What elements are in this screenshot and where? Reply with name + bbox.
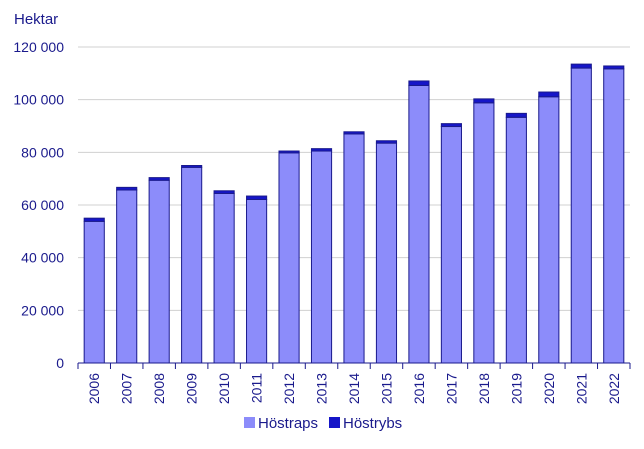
x-tick-label: 2009 <box>184 373 200 404</box>
bar-hostrybs-2014 <box>343 131 365 135</box>
legend: Höstraps Höstrybs <box>244 415 402 432</box>
bar-hostrybs-2011 <box>246 195 268 200</box>
bar-hostrybs-2006 <box>83 217 105 222</box>
bar-hostrybs-2013 <box>310 148 333 152</box>
legend-swatch-hostrybs <box>329 417 340 428</box>
y-tick-label: 0 <box>56 355 64 371</box>
legend-swatch-hostraps <box>244 417 255 428</box>
x-tick-label: 2017 <box>443 373 459 404</box>
bar-hostrybs-2021 <box>570 63 592 69</box>
bar-hostraps-2019 <box>505 116 527 364</box>
x-tick-label: 2010 <box>216 373 232 404</box>
bar-hostraps-2022 <box>603 68 625 364</box>
x-tick-label: 2011 <box>249 373 265 403</box>
bar-hostrybs-2008 <box>148 177 170 181</box>
x-tick-label: 2020 <box>541 373 557 404</box>
x-tick-label: 2021 <box>573 373 589 404</box>
y-tick-label: 60 000 <box>21 197 64 213</box>
bar-hostraps-2006 <box>83 220 105 364</box>
bars <box>83 63 625 364</box>
x-axis-ticks: 2006 2007 2008 2009 2010 2011 2012 2013 2014 2015… <box>77 363 631 404</box>
bar-hostrybs-2007 <box>116 186 138 191</box>
y-axis-ticks: 0 20 000 40 000 60 000 80 000 100 000 120 000 <box>13 39 64 371</box>
y-tick-label: 120 000 <box>13 39 64 55</box>
bar-hostrybs-2015 <box>375 140 398 144</box>
bar-hostraps-2017 <box>440 126 462 364</box>
bar-hostraps-2008 <box>148 179 170 364</box>
bar-hostrybs-2018 <box>473 98 495 104</box>
y-tick-label: 20 000 <box>21 302 64 318</box>
x-tick-label: 2007 <box>119 373 135 404</box>
x-tick-label: 2019 <box>508 373 524 404</box>
bar-hostraps-2015 <box>375 142 398 364</box>
x-tick-label: 2013 <box>314 373 330 404</box>
x-tick-label: 2015 <box>378 373 394 404</box>
bar-hostrybs-2012 <box>278 150 300 154</box>
x-tick-label: 2006 <box>86 373 102 404</box>
bar-hostrybs-2019 <box>505 112 527 118</box>
x-tick-label: 2008 <box>151 373 167 404</box>
bar-hostrybs-2010 <box>213 190 235 194</box>
unit-label: Hektar <box>14 11 58 28</box>
y-tick-label: 40 000 <box>21 250 64 266</box>
bar-hostraps-2021 <box>570 67 592 364</box>
legend-label-hostraps: Höstraps <box>258 415 318 432</box>
bar-hostrybs-2009 <box>181 165 203 168</box>
y-tick-label: 100 000 <box>13 92 64 108</box>
bar-hostrybs-2016 <box>408 80 430 86</box>
bar-hostraps-2009 <box>181 166 203 364</box>
x-tick-label: 2018 <box>476 373 492 404</box>
bar-hostrybs-2022 <box>603 65 625 70</box>
x-tick-label: 2016 <box>411 373 427 404</box>
bar-hostraps-2007 <box>116 189 138 364</box>
legend-label-hostrybs: Höstrybs <box>343 415 402 432</box>
bar-hostraps-2012 <box>278 152 300 364</box>
bar-hostraps-2013 <box>310 150 333 364</box>
bar-hostraps-2014 <box>343 133 365 364</box>
x-tick-label: 2012 <box>281 373 297 404</box>
bar-hostraps-2010 <box>213 192 235 364</box>
bar-hostraps-2020 <box>538 96 560 364</box>
bar-hostrybs-2020 <box>538 91 560 98</box>
x-tick-label: 2014 <box>346 373 362 404</box>
y-tick-label: 80 000 <box>21 144 64 160</box>
bar-hostraps-2011 <box>246 198 268 364</box>
bar-hostrybs-2017 <box>440 123 462 128</box>
x-tick-label: 2022 <box>606 373 622 404</box>
bar-hostraps-2016 <box>408 84 430 364</box>
bar-hostraps-2018 <box>473 102 495 364</box>
